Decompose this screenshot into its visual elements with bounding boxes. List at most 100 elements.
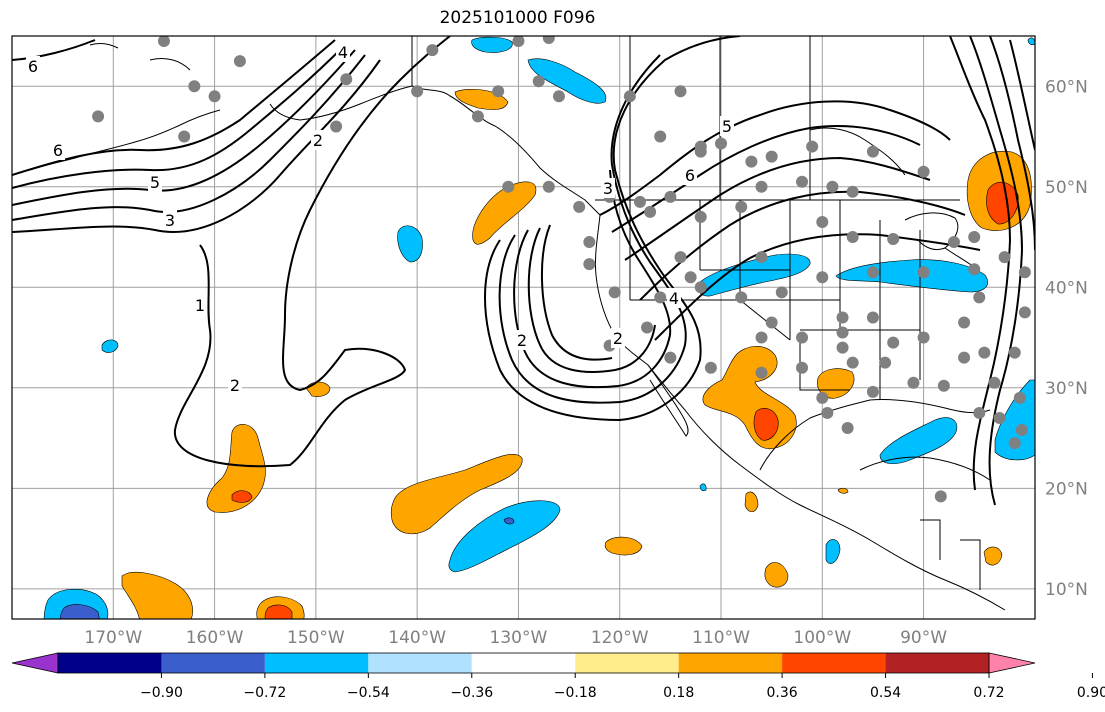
longitude-labels: 170°W 160°W 150°W 140°W 130°W 120°W 110°W 100°W…	[84, 628, 947, 648]
station-marker	[1018, 306, 1031, 319]
negative-anomaly-area	[448, 500, 561, 573]
station-marker	[573, 200, 586, 213]
contour-label: 1	[195, 296, 205, 315]
station-marker	[644, 205, 657, 218]
negative-anomaly-area	[101, 339, 119, 353]
station-marker	[968, 263, 981, 276]
map-title: 2025101000 F096	[439, 8, 596, 28]
anomaly-shading	[43, 36, 1035, 619]
positive-anomaly-area	[753, 407, 779, 441]
positive-anomaly-area	[983, 546, 1003, 566]
station-marker	[684, 271, 697, 284]
station-marker	[978, 346, 991, 359]
station-marker	[846, 356, 859, 369]
station-marker	[208, 90, 221, 103]
station-marker	[694, 210, 707, 223]
contour-label: 4	[338, 43, 348, 62]
station-marker	[1015, 424, 1028, 437]
station-marker	[654, 130, 667, 143]
station-marker	[664, 351, 677, 364]
station-marker	[836, 311, 849, 324]
station-marker	[426, 44, 439, 57]
longitude-label: 170°W	[84, 628, 142, 648]
station-marker	[552, 90, 565, 103]
colorbar-segment	[58, 653, 162, 673]
station-marker	[998, 251, 1011, 264]
station-marker	[821, 406, 834, 419]
longitude-label: 100°W	[793, 628, 851, 648]
colorbar	[11, 652, 1036, 674]
station-marker	[937, 379, 950, 392]
station-marker	[654, 291, 667, 304]
contour-label-background	[193, 295, 207, 315]
station-marker	[411, 85, 424, 98]
colorbar-segment	[678, 653, 783, 673]
station-marker	[694, 145, 707, 158]
station-marker	[735, 200, 748, 213]
station-marker	[866, 385, 879, 398]
station-marker	[664, 190, 677, 203]
station-marker	[816, 215, 829, 228]
negative-anomaly-area	[527, 58, 607, 104]
contour-label: 6	[53, 141, 63, 160]
longitude-label: 150°W	[287, 628, 345, 648]
station-marker	[755, 180, 768, 193]
contour-label: 5	[150, 173, 160, 192]
coastlines-and-borders	[29, 36, 1006, 611]
positive-anomaly-area	[837, 487, 849, 494]
contour-label-background	[611, 328, 625, 348]
station-marker	[917, 266, 930, 279]
latitude-label: 20°N	[1045, 479, 1088, 499]
negative-anomaly-area	[825, 539, 841, 564]
contour-label: 3	[165, 211, 175, 230]
contour-label-background	[311, 130, 325, 150]
longitude-label: 160°W	[186, 628, 244, 648]
contour-label-background	[51, 140, 65, 160]
colorbar-segment	[368, 653, 472, 673]
station-marker	[968, 231, 981, 244]
negative-anomaly-area	[471, 36, 513, 53]
station-marker	[755, 366, 768, 379]
station-marker	[866, 311, 879, 324]
station-marker	[917, 331, 930, 344]
station-marker	[633, 195, 646, 208]
station-marker	[694, 281, 707, 294]
station-marker	[512, 36, 525, 48]
negative-anomaly-area	[879, 417, 958, 464]
colorbar-segment	[575, 653, 679, 673]
station-marker	[233, 55, 246, 68]
contour-label: 3	[603, 179, 613, 198]
station-marker	[796, 331, 809, 344]
positive-anomaly-area	[264, 604, 293, 619]
colorbar-extend-high	[988, 652, 1036, 674]
station-marker	[641, 321, 654, 334]
station-marker	[887, 336, 900, 349]
colorbar-segment	[264, 653, 369, 673]
latitude-label: 10°N	[1045, 580, 1088, 600]
colorbar-tick-label: −0.90	[140, 685, 183, 701]
colorbar-tick-label: −0.72	[243, 685, 286, 701]
positive-anomaly-area	[305, 381, 331, 397]
station-marker	[1018, 266, 1031, 279]
negative-anomaly-area	[698, 253, 811, 297]
station-marker	[866, 145, 879, 158]
station-marker	[816, 391, 829, 404]
negative-anomaly-area	[699, 483, 707, 492]
station-marker	[188, 80, 201, 93]
map-frame	[11, 35, 1036, 620]
station-marker	[178, 130, 191, 143]
station-marker	[583, 236, 596, 249]
colorbar-tick-label: −0.18	[554, 685, 597, 701]
station-marker	[826, 180, 839, 193]
station-marker	[1008, 346, 1021, 359]
station-marker	[755, 251, 768, 264]
contour-label-background	[683, 165, 697, 185]
station-marker	[704, 361, 717, 374]
station-marker	[836, 326, 849, 339]
station-marker	[917, 165, 930, 178]
contour-label: 6	[685, 166, 695, 185]
longitude-label: 110°W	[692, 628, 750, 648]
positive-anomaly-area	[206, 424, 266, 513]
positive-anomaly-area	[390, 454, 523, 535]
contour-label: 4	[669, 289, 679, 308]
